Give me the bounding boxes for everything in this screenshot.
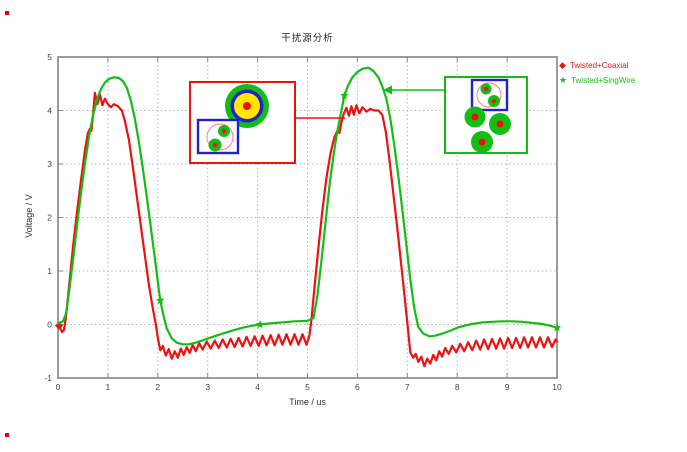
twisted-singwire-star-marker bbox=[552, 323, 562, 332]
y-tick-label: 3 bbox=[47, 159, 52, 169]
wire-core bbox=[222, 129, 226, 133]
wire-core bbox=[212, 142, 218, 148]
y-tick-label: 5 bbox=[47, 52, 52, 62]
y-tick-label: 4 bbox=[47, 106, 52, 116]
x-tick-label: 10 bbox=[552, 382, 562, 392]
coax-core bbox=[243, 102, 251, 110]
x-tick-label: 2 bbox=[155, 382, 160, 392]
y-tick-label: 2 bbox=[47, 213, 52, 223]
x-tick-label: 5 bbox=[305, 382, 310, 392]
x-tick-label: 9 bbox=[505, 382, 510, 392]
twisted-singwire-inset bbox=[383, 76, 528, 154]
twisted-singwire-inset-arrowhead-icon bbox=[383, 85, 392, 95]
y-tick-label: 1 bbox=[47, 266, 52, 276]
y-tick-label: -1 bbox=[44, 373, 52, 383]
legend-item: ★ Twisted+SingWire bbox=[559, 73, 635, 88]
wire-core bbox=[471, 113, 479, 121]
twisted-singwire-star-marker bbox=[340, 91, 349, 100]
x-tick-label: 8 bbox=[455, 382, 460, 392]
twisted-singwire-star-marker bbox=[255, 320, 265, 329]
wire-core bbox=[496, 120, 504, 128]
x-tick-label: 4 bbox=[255, 382, 260, 392]
series-line-twisted-singwire bbox=[56, 66, 559, 346]
x-tick-label: 1 bbox=[106, 382, 111, 392]
plot-root: 0 1 2 3 4 5 6 7 8 9 10 -1 0 1 2 3 4 5 bbox=[5, 11, 562, 437]
red-speck-top-left bbox=[5, 11, 9, 15]
x-tick-label: 7 bbox=[405, 382, 410, 392]
legend-label: Twisted+SingWire bbox=[571, 76, 636, 85]
wire-core bbox=[484, 87, 488, 91]
twisted-pair-outline bbox=[476, 82, 502, 108]
legend-label: Twisted+Coaxial bbox=[569, 61, 629, 70]
twisted-singwire-star-marker bbox=[156, 295, 165, 305]
x-axis-label: Time / us bbox=[289, 397, 326, 407]
y-tick-label: 0 bbox=[47, 320, 52, 330]
diamond-marker-icon: ◆ bbox=[559, 60, 566, 70]
legend: ◆ Twisted+Coaxial ★ Twisted+SingWire bbox=[559, 58, 635, 88]
wire-core bbox=[492, 99, 496, 103]
x-tick-label: 6 bbox=[355, 382, 360, 392]
twisted-pair-outline bbox=[206, 123, 234, 151]
chart-title: 干扰源分析 bbox=[281, 33, 334, 44]
y-axis-label: Voltage / V bbox=[24, 194, 34, 238]
series-line-twisted-coaxial bbox=[56, 91, 559, 368]
wire-core bbox=[478, 138, 486, 146]
legend-item: ◆ Twisted+Coaxial bbox=[559, 58, 635, 73]
twisted-coaxial-inset bbox=[189, 81, 345, 164]
x-tick-label: 3 bbox=[205, 382, 210, 392]
red-speck-bottom-left bbox=[5, 433, 9, 437]
x-tick-label: 0 bbox=[56, 382, 61, 392]
star-marker-icon: ★ bbox=[559, 75, 568, 85]
